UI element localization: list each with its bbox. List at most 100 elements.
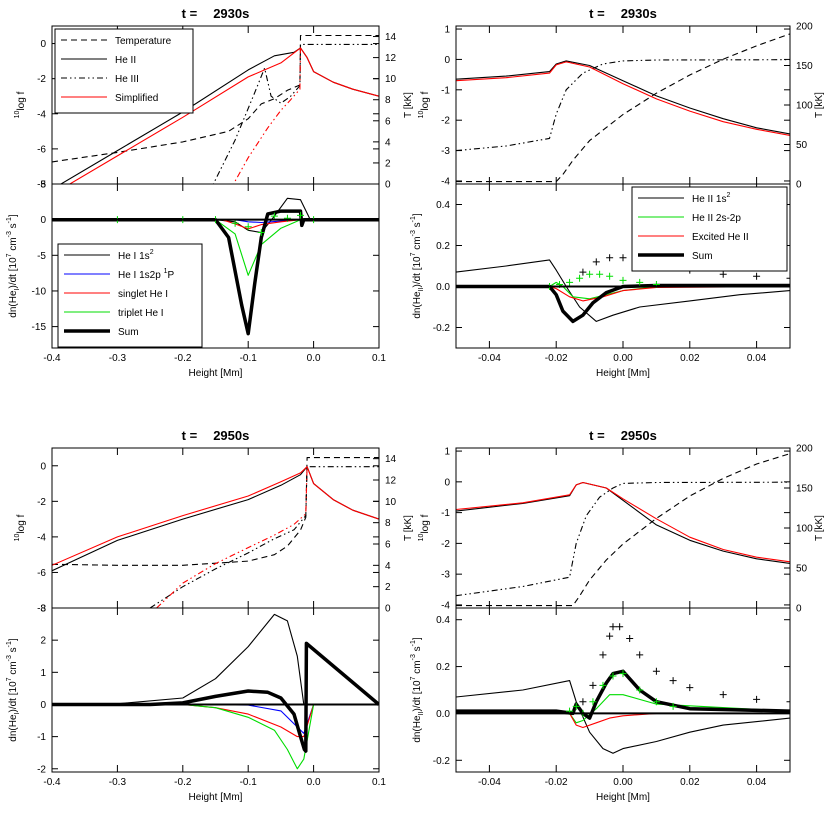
y-tick-label: 5 [40, 180, 46, 191]
series-line-temperature [52, 457, 379, 566]
y-tick-label: 0 [40, 215, 46, 226]
y2-tick-label: 150 [796, 484, 813, 495]
marker-he-ii-1s2-markers [616, 623, 624, 631]
y-tick-label: 3 [40, 604, 46, 615]
y2-tick-label: 200 [796, 444, 813, 455]
legend-he1-label-text: triplet He I [118, 308, 164, 319]
y-tick-label: -1 [441, 85, 450, 96]
marker-he-ii-1s2-markers [579, 698, 587, 706]
series-line-he-iii [212, 43, 379, 184]
y2-axis-label: T [kK] [814, 515, 825, 541]
y-axis-label-part: 7 [410, 676, 417, 680]
y2-tick-label: 6 [385, 540, 391, 551]
y-axis-label-sup: 10 [14, 110, 21, 118]
series-line-he-ii [456, 60, 790, 135]
y-tick-label: -4 [441, 176, 450, 187]
legend-he1-label: He I 1s2p 1P [118, 268, 175, 281]
y2-tick-label: 50 [796, 564, 808, 575]
y-tick-label: 0.2 [436, 662, 450, 673]
y-axis-label-part: cm [8, 661, 19, 677]
y-axis-label-part: s [412, 646, 423, 654]
y-tick-label: 0 [40, 461, 46, 472]
x-tick-label: 0.0 [307, 353, 321, 364]
x-tick-label: -0.2 [174, 777, 192, 788]
y-tick-label: 0 [40, 39, 46, 50]
y-tick-label: -2 [37, 764, 46, 775]
legend-ionization-label-text: Simplified [115, 93, 158, 104]
legend-he1-label-text: singlet He I [118, 289, 168, 300]
panel-title-value: 2930s [213, 6, 249, 21]
legend-he1-label-sup: 2 [150, 249, 154, 256]
legend-he2-label-text: He II 1s [692, 194, 726, 205]
y-axis-label-part: -1 [410, 216, 417, 222]
y-axis-label-sup: 10 [418, 533, 425, 541]
y-axis-label-part: II [418, 711, 425, 715]
y2-tick-label: 6 [385, 116, 391, 127]
y-axis-label-sup: 10 [418, 110, 425, 118]
x-tick-label: 0.04 [747, 353, 767, 364]
marker-sum-green-markers [297, 211, 305, 219]
marker-he-ii-1s2-markers [786, 274, 790, 282]
y-tick-label: -5 [37, 251, 46, 262]
y-axis-label: 10log f [14, 514, 27, 541]
marker-he-ii-1s2-markers [686, 684, 694, 692]
y-axis-label-part: ] [412, 213, 423, 216]
x-tick-label: -0.3 [109, 353, 127, 364]
x-tick-label: -0.04 [478, 777, 501, 788]
marker-he-ii-1s2-markers [719, 691, 727, 699]
series-group [52, 34, 379, 184]
y-axis-label-part: 7 [6, 253, 13, 257]
legend-ionization-label: Simplified [115, 93, 158, 104]
y-tick-label: 0.4 [436, 200, 450, 211]
series-line-he-ii-1s2 [456, 680, 790, 754]
y-axis-label-main: log f [420, 514, 431, 533]
x-tick-label: 0.0 [307, 777, 321, 788]
y2-tick-label: 10 [385, 74, 397, 85]
axis-frame [455, 607, 791, 773]
marker-sum-green-markers [270, 212, 278, 220]
y-tick-label: -6 [37, 144, 46, 155]
series-line-he-iii [456, 59, 790, 152]
legend-he2-label: Excited He II [692, 232, 749, 243]
y-axis-label-sup: 10 [14, 533, 21, 541]
marker-sum-green-markers [257, 228, 265, 236]
y2-tick-label: 0 [385, 604, 391, 615]
axis-frame [51, 183, 380, 349]
marker-sum-green-markers [596, 270, 604, 278]
legend-ionization-label-text: He II [115, 55, 136, 66]
series-line-he-i-1s2p-1p [52, 703, 379, 734]
y-tick-label: -2 [441, 539, 450, 550]
marker-he-ii-1s2-markers [619, 254, 627, 262]
y-tick-label: 0.4 [436, 615, 450, 626]
legend-he1-label-text: Sum [118, 327, 139, 338]
legend-ionization-label: He II [115, 55, 136, 66]
legend-he2-box [631, 186, 788, 272]
series-line-sum [52, 641, 379, 753]
y-tick-label: -4 [441, 600, 450, 611]
series-line-excited-he-ii [456, 285, 790, 302]
x-tick-label: 0.00 [613, 353, 633, 364]
marker-sum-green-markers [606, 272, 614, 280]
series-group [456, 33, 790, 183]
y-axis-label-part: ] [8, 214, 19, 217]
y-axis-label-part: 7 [6, 677, 13, 681]
x-tick-label: 0.1 [372, 353, 386, 364]
y-axis-label: 10log f [14, 91, 27, 118]
y2-axis-label: T [kK] [403, 92, 414, 118]
y2-tick-label: 2 [385, 158, 391, 169]
y-tick-label: -2 [441, 116, 450, 127]
marker-he-ii-1s2-markers [753, 272, 761, 280]
series-line-singlet-he-i [52, 703, 379, 738]
x-tick-label: -0.02 [545, 777, 568, 788]
legend-he1-label-sup: 1 [164, 268, 168, 275]
y-axis-label: dn(HeII)/dt [107 cm-3 s-1] [410, 637, 425, 743]
series-line-he-ii [52, 466, 379, 572]
panel-title-t: t = [182, 6, 198, 21]
y2-tick-label: 14 [385, 32, 397, 43]
marker-sum-green-markers [566, 278, 574, 286]
y-axis-label: dn(HeI)/dt [107 cm-3 s-1] [6, 638, 21, 742]
marker-sum-green-markers [244, 223, 252, 231]
y2-tick-label: 100 [796, 101, 813, 112]
marker-sum-green-markers [586, 270, 594, 278]
